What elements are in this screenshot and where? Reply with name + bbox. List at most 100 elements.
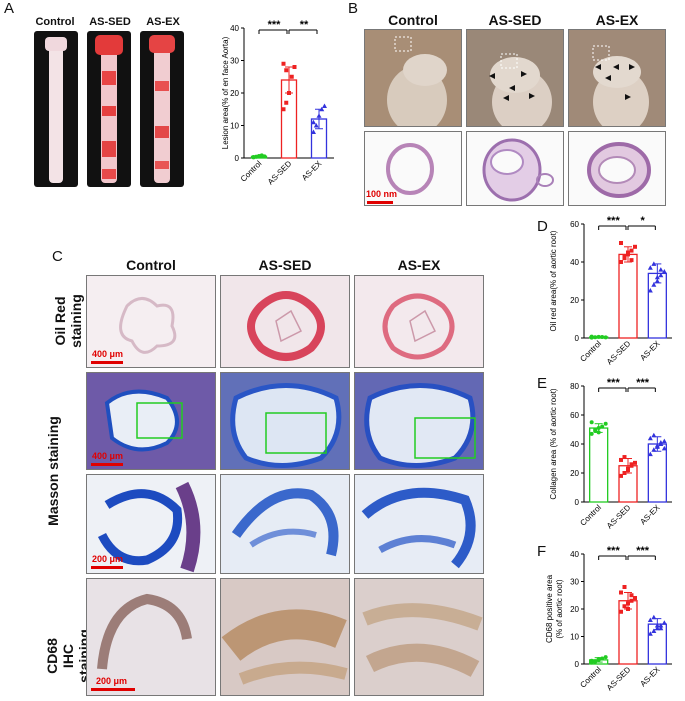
- chart-e-point: [589, 420, 594, 425]
- chart-f-ytick-label: 40: [570, 550, 579, 559]
- chart-f-point: [593, 659, 598, 664]
- chart-e-point: [596, 430, 601, 435]
- chart-d-point: [629, 258, 634, 263]
- chart-d-point: [603, 335, 608, 340]
- chart-e-ytick-label: 60: [570, 411, 579, 420]
- panel-b-head-ex: AS-EX: [595, 12, 639, 28]
- chart-f-point: [658, 625, 664, 631]
- cd68-control: [86, 578, 216, 696]
- photo-as-sed: [466, 29, 564, 127]
- chart-d-point: [658, 272, 664, 278]
- chart-d-sig-label: *: [641, 215, 646, 227]
- panel-label-d: D: [537, 218, 548, 235]
- chart-e-ytick-label: 0: [575, 498, 580, 507]
- chart-d-point: [633, 244, 637, 249]
- masson-as-sed: [220, 372, 350, 470]
- chart-d-ylabel: Oil red area(% of aortic root): [549, 230, 558, 331]
- scale-label-cd68: 200 μm: [96, 676, 128, 686]
- chart-e-point: [629, 462, 634, 467]
- oil-red-as-sed: [220, 275, 350, 368]
- chart-f-ytick-label: 0: [575, 660, 580, 669]
- chart-d-point: [589, 334, 594, 339]
- chart-d-point: [661, 269, 667, 274]
- chart-d-point: [654, 274, 660, 280]
- chart-a-point: [262, 154, 267, 159]
- chart-a-ytick-label: 30: [230, 57, 239, 66]
- chart-a-xtick-label: AS-SED: [266, 159, 294, 187]
- aorta-image-control: [34, 31, 78, 187]
- chart-f-xtick-label: AS-SED: [605, 665, 633, 693]
- cd68-as-sed: [220, 578, 350, 696]
- panel-label-b: B: [348, 0, 359, 17]
- chart-d-point: [619, 260, 623, 264]
- chart-a-point: [311, 129, 316, 134]
- chart-d: 0 20 40 60 Oil red area(% of aortic root) Con…: [549, 215, 672, 367]
- aorta-image-as-sed: [87, 31, 131, 187]
- chart-a-sig-label: ***: [268, 19, 282, 31]
- masson-zoom-as-ex: [354, 474, 484, 574]
- chart-e-ytick-label: 80: [570, 382, 579, 391]
- chart-f-ytick-label: 20: [570, 605, 579, 614]
- chart-a-point: [316, 113, 322, 118]
- chart-a-sig-label: **: [300, 19, 309, 31]
- chart-e-bar: [589, 427, 609, 503]
- chart-e-xtick-label: Control: [578, 503, 603, 528]
- chart-f-point: [596, 657, 601, 662]
- chart-d-xtick-label: AS-EX: [638, 339, 662, 363]
- chart-d-xtick-label: AS-SED: [605, 339, 633, 367]
- chart-f-ylabel: CD68 positive area: [545, 574, 554, 643]
- chart-a-point: [281, 107, 286, 112]
- panel-c-head-control: Control: [126, 257, 176, 273]
- chart-d-point: [622, 254, 627, 259]
- chart-f-sig-label: ***: [636, 545, 650, 557]
- chart-e-sig-label: ***: [636, 377, 650, 389]
- chart-a-point: [284, 68, 289, 73]
- chart-d-ytick-label: 40: [570, 258, 579, 267]
- chart-f-xtick-label: Control: [578, 665, 603, 690]
- chart-a-ytick-label: 10: [230, 122, 239, 131]
- chart-d-point: [647, 288, 653, 293]
- chart-a-point: [322, 103, 327, 108]
- chart-a-point: [292, 65, 297, 69]
- oil-red-as-ex: [354, 275, 484, 368]
- chart-d-xtick-label: Control: [578, 339, 603, 364]
- row-label-oil-red: Oil Red staining: [52, 281, 84, 361]
- chart-f-point: [658, 623, 664, 628]
- row-label-oil-red-text: Oil Red staining: [52, 294, 84, 348]
- chart-f-point: [626, 607, 630, 611]
- chart-e-point: [600, 424, 605, 429]
- chart-e-point: [622, 471, 627, 475]
- chart-d-ytick-label: 60: [570, 220, 579, 229]
- chart-e-point: [596, 426, 601, 431]
- panel-b-head-sed: AS-SED: [488, 12, 542, 28]
- panel-c-head-ex: AS-EX: [397, 257, 441, 273]
- chart-d-sig-label: ***: [607, 215, 621, 227]
- chart-d-point: [629, 248, 634, 253]
- oil-red-control: [86, 275, 216, 368]
- chart-f-xtick-label: AS-EX: [638, 665, 662, 689]
- chart-e-point: [661, 438, 667, 444]
- chart-d-ytick-label: 20: [570, 296, 579, 305]
- masson-zoom-control: [86, 474, 216, 574]
- chart-f-point: [622, 585, 627, 589]
- scale-bar-cd68: [91, 688, 135, 691]
- chart-e-point: [654, 442, 660, 448]
- chart-a-point: [251, 155, 256, 160]
- chart-f-point: [651, 614, 657, 620]
- chart-d-point: [626, 250, 630, 255]
- chart-e-point: [603, 421, 608, 426]
- panel-a-head-control: Control: [35, 16, 75, 28]
- chart-e-point: [661, 445, 667, 451]
- chart-f-sig-label: ***: [607, 545, 621, 557]
- chart-f-point: [661, 620, 667, 625]
- chart-f-point: [619, 609, 623, 614]
- chart-e-point: [651, 447, 657, 452]
- chart-f-point: [629, 593, 634, 598]
- chart-a-xtick-label: Control: [239, 159, 264, 184]
- chart-a-ytick-label: 0: [235, 154, 240, 163]
- chart-e-sig-label: ***: [607, 377, 621, 389]
- scale-label-b: 100 nm: [366, 189, 398, 199]
- scale-label-masson-zoom: 200 μm: [92, 554, 124, 564]
- chart-f-point: [654, 625, 660, 631]
